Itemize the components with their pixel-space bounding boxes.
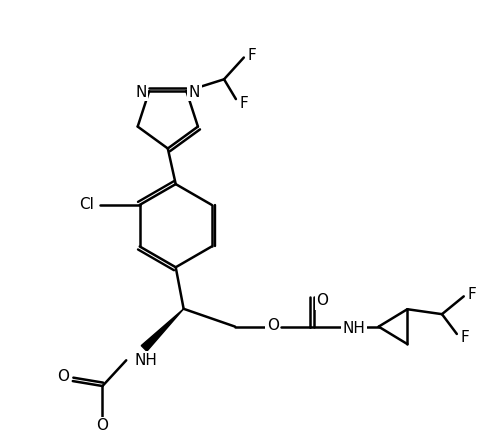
Polygon shape (141, 309, 184, 351)
Text: F: F (240, 95, 248, 111)
Text: O: O (96, 418, 108, 433)
Text: F: F (247, 48, 256, 63)
Text: NH: NH (135, 353, 157, 368)
Text: N: N (136, 85, 147, 100)
Text: O: O (267, 318, 279, 333)
Text: F: F (461, 330, 469, 345)
Text: Cl: Cl (79, 197, 93, 212)
Text: F: F (467, 287, 476, 302)
Text: N: N (188, 85, 200, 100)
Text: O: O (316, 293, 328, 309)
Text: NH: NH (342, 321, 366, 336)
Text: O: O (57, 368, 69, 384)
